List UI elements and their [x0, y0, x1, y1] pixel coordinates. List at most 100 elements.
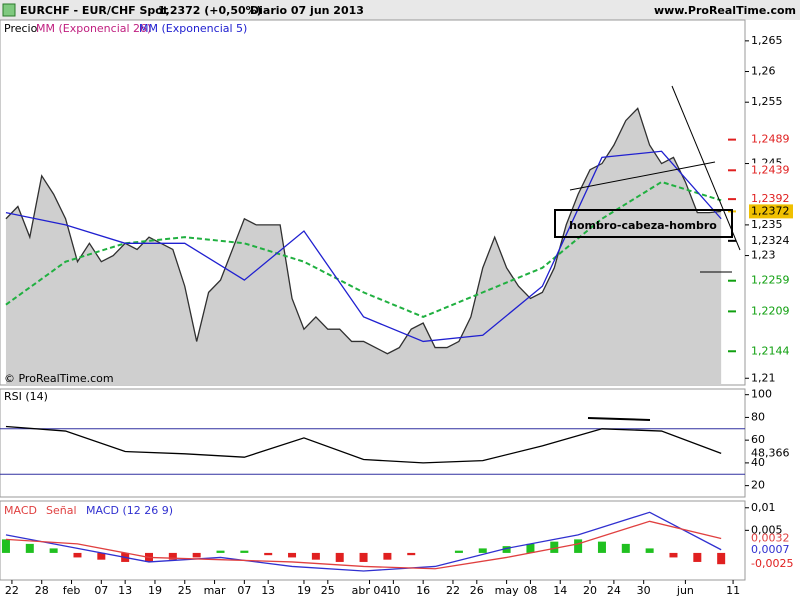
histogram-bar [717, 552, 726, 565]
series-line [5, 180, 722, 318]
x-tick-label: 25 [321, 584, 335, 597]
histogram-bar [1, 539, 10, 553]
series-line [5, 511, 722, 572]
price-area [5, 108, 722, 386]
macd-title: MACD (12 26 9) [86, 504, 173, 517]
y-tick-label: 40 [751, 456, 765, 469]
rsi-divergence [587, 417, 651, 421]
annotation-box [554, 209, 733, 238]
x-tick-label: mar [204, 584, 226, 597]
x-tick-label: 22 [5, 584, 19, 597]
level-bg [749, 273, 793, 288]
level-bg [749, 163, 793, 178]
header-bar [0, 0, 800, 20]
histogram-bar [383, 552, 392, 560]
histogram-bar [311, 552, 320, 560]
value-label: 0,0032 [751, 531, 790, 544]
series-line [5, 520, 722, 570]
quote: 1,2372 (+0,50%) [158, 4, 262, 17]
macd-panel [0, 500, 746, 581]
annotation: hombro-cabeza-hombro [569, 219, 717, 232]
level-label: 1,2209 [751, 304, 790, 317]
histogram-bar [192, 552, 201, 558]
level-label: 1,2324 [751, 234, 790, 247]
histogram-bar [264, 552, 273, 556]
histogram-bar [240, 550, 249, 553]
histogram-bar [216, 550, 225, 553]
y-tick-label: 80 [751, 410, 765, 423]
x-tick-label: 16 [416, 584, 430, 597]
neckline [569, 161, 716, 191]
icon[interactable] [2, 3, 16, 17]
histogram-bar [526, 543, 535, 553]
copyright: © ProRealTime.com [4, 372, 114, 385]
histogram-bar [168, 552, 177, 560]
x-tick-label: 14 [553, 584, 567, 597]
y-tick-label: 0,005 [751, 523, 783, 536]
legend-signal: Señal [46, 504, 77, 517]
rsi-panel [0, 388, 746, 498]
legend-ema26: MM (Exponencial 26) [36, 22, 151, 35]
histogram-bar [478, 548, 487, 553]
x-tick-label: 26 [470, 584, 484, 597]
period: Diario 07 jun 2013 [250, 4, 364, 17]
histogram-bar [49, 548, 58, 553]
histogram-bar [597, 541, 606, 553]
x-tick-label: 13 [261, 584, 275, 597]
series-line [5, 150, 722, 343]
x-tick-label: abr 04 [352, 584, 388, 597]
histogram-bar [645, 548, 654, 553]
histogram-bar [574, 539, 583, 553]
level-bg [749, 204, 793, 219]
x-tick-label: 07 [237, 584, 251, 597]
x-tick-label: 07 [94, 584, 108, 597]
histogram-bar [73, 552, 82, 558]
symbol: EURCHF - EUR/CHF Spot [20, 4, 168, 17]
histogram-bar [693, 552, 702, 562]
histogram-bar [669, 552, 678, 558]
value-label: 0,0007 [751, 543, 790, 556]
histogram-bar [621, 543, 630, 553]
x-tick-label: 24 [607, 584, 621, 597]
x-tick-label: 08 [523, 584, 537, 597]
y-tick-label: 1,21 [751, 371, 776, 384]
level-label: 1,2144 [751, 344, 790, 357]
level-label: 1,2489 [751, 133, 790, 146]
histogram-bar [97, 552, 106, 560]
trend-line [671, 85, 741, 251]
level-label: 1,2392 [751, 192, 790, 205]
legend-macd: MACD [4, 504, 37, 517]
x-tick-label: may [495, 584, 519, 597]
level-label: 1,2259 [751, 274, 790, 287]
histogram-bar [550, 541, 559, 553]
level-bg [749, 233, 793, 248]
histogram-bar [288, 552, 297, 558]
level-bg [749, 304, 793, 319]
series-line [5, 425, 722, 464]
x-tick-label: 22 [446, 584, 460, 597]
histogram-bar [359, 552, 368, 562]
x-tick-label: 10 [386, 584, 400, 597]
histogram-bar [407, 552, 416, 556]
level-label: 1,2439 [751, 163, 790, 176]
level-bg [749, 192, 793, 207]
x-tick-label: 11 [726, 584, 740, 597]
level-bg [749, 132, 793, 147]
y-tick-label: 1,265 [751, 34, 783, 47]
level-bg [749, 344, 793, 359]
value-label: -0,0025 [751, 557, 793, 570]
histogram-bar [335, 552, 344, 562]
x-tick-label: 28 [35, 584, 49, 597]
y-tick-label: 100 [751, 388, 772, 401]
x-tick-label: 30 [637, 584, 651, 597]
x-tick-label: jun [676, 584, 694, 597]
x-tick-label: 19 [297, 584, 311, 597]
y-tick-label: 20 [751, 479, 765, 492]
y-tick-label: 1,23 [751, 249, 776, 262]
legend-ema5: MM (Exponencial 5) [139, 22, 247, 35]
x-tick-label: 20 [583, 584, 597, 597]
x-tick-label: 19 [148, 584, 162, 597]
level-label: 1,2372 [751, 204, 790, 217]
x-tick-label: feb [63, 584, 81, 597]
